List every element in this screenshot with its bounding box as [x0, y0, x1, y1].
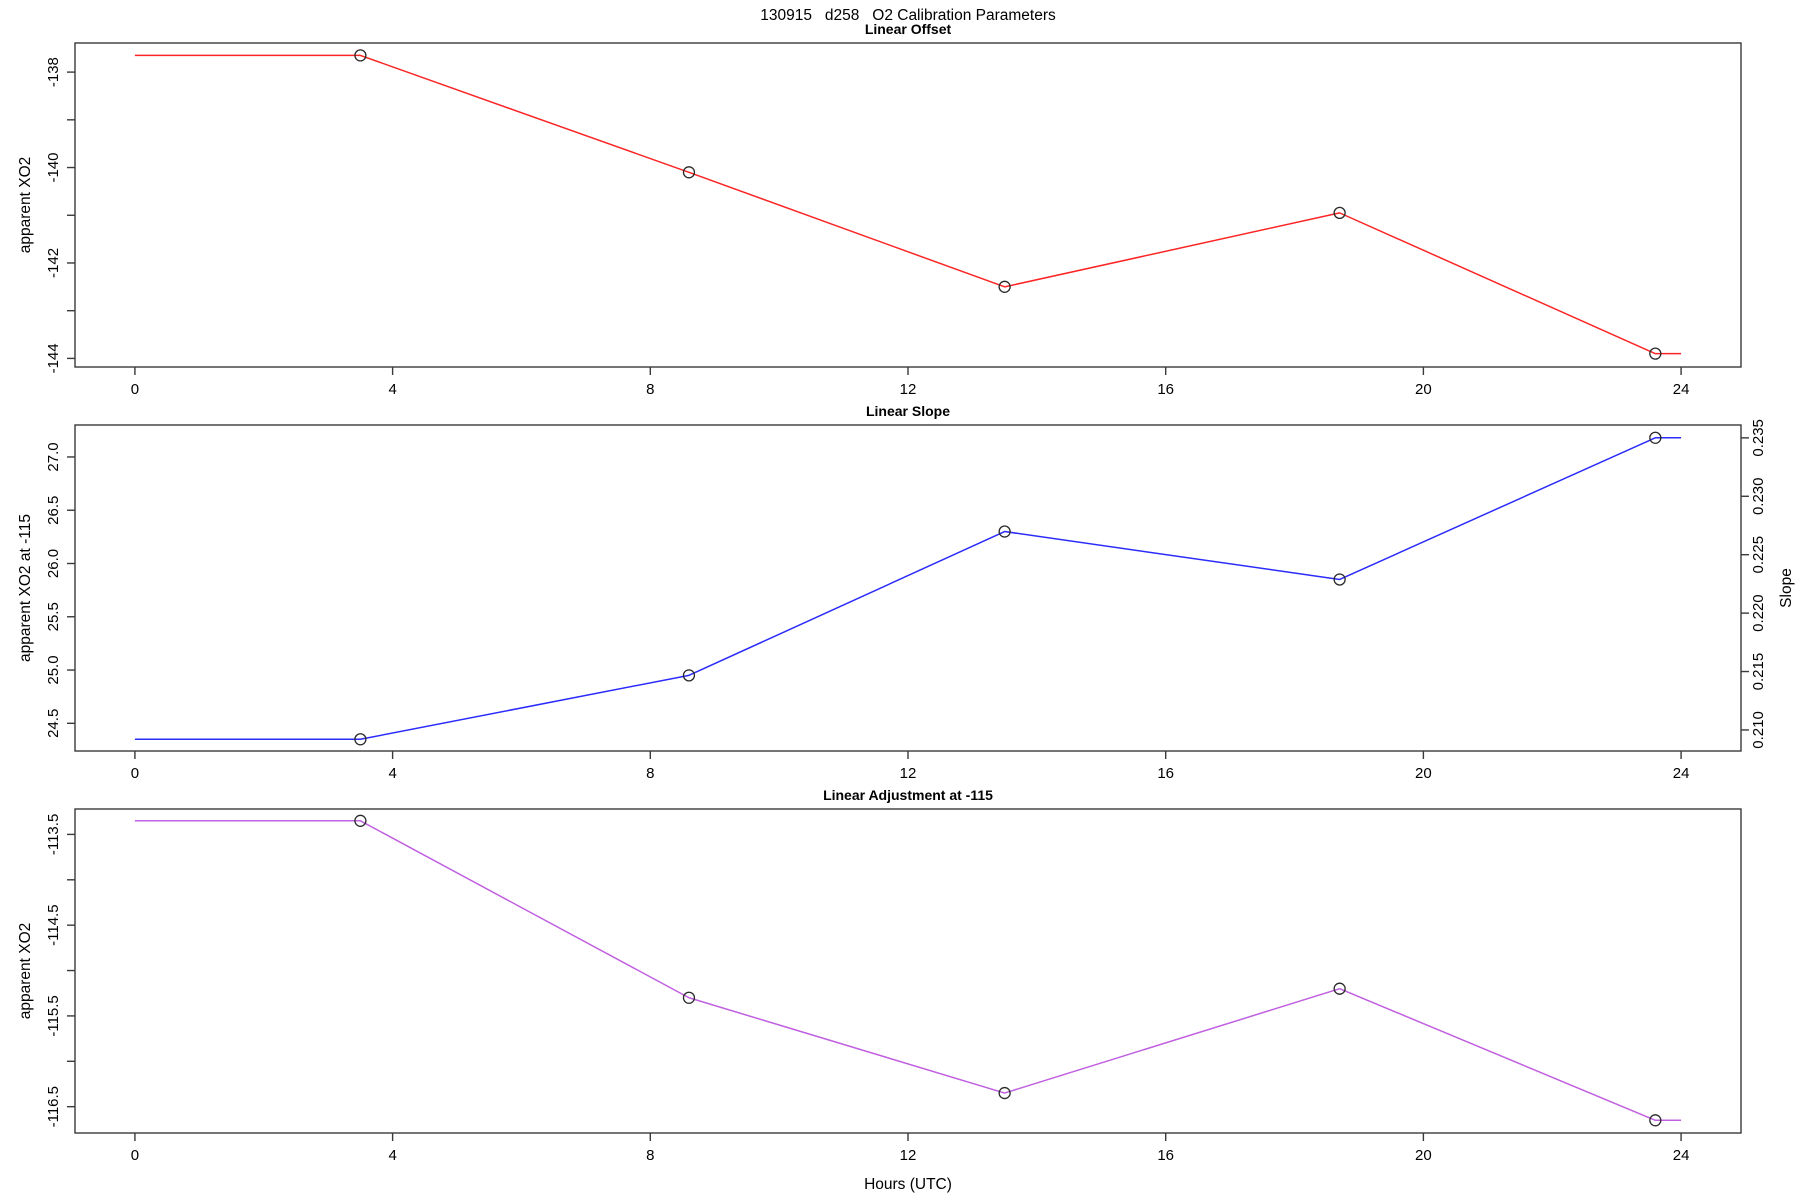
panel-frame — [74, 808, 1742, 1134]
x-axis-tick-label: 8 — [646, 1147, 654, 1164]
data-point-marker — [354, 814, 367, 827]
series-line — [134, 820, 1682, 1122]
x-axis-title: Hours (UTC) — [864, 1176, 952, 1193]
x-axis-tick-label: 24 — [1673, 765, 1690, 782]
x-axis-tick-label: 16 — [1157, 1147, 1174, 1164]
right-axis-tick-label: 0.225 — [1750, 536, 1767, 574]
data-point-marker — [1333, 573, 1346, 586]
series-line — [134, 437, 1682, 741]
y-axis-tick-label: -113.5 — [45, 814, 62, 855]
data-point-marker — [682, 166, 696, 179]
x-axis-tick-label: 24 — [1673, 1147, 1690, 1164]
panel-linear-offset: 0 4 8 12 16 20 24 -138 -140 -142 -144 apparent XO2 L… — [17, 21, 1742, 398]
x-axis-tick-label: 4 — [388, 1147, 396, 1164]
y-axis-tick-label: -138 — [45, 57, 62, 87]
x-axis-tick-label: 8 — [646, 381, 654, 398]
data-point-marker — [998, 280, 1011, 293]
x-axis-tick-label: 4 — [388, 765, 396, 782]
x-axis-tick-label: 0 — [131, 1147, 139, 1164]
x-axis-tick-label: 0 — [131, 381, 139, 398]
x-axis-tick-label: 16 — [1157, 765, 1174, 782]
data-point-marker — [682, 991, 696, 1004]
data-point-marker — [354, 49, 367, 62]
x-axis-tick-label: 20 — [1415, 765, 1432, 782]
x-axis-tick-label: 12 — [900, 381, 917, 398]
right-axis-tick-label: 0.230 — [1750, 478, 1767, 516]
y-axis-tick-label: 25.5 — [45, 602, 62, 631]
x-axis-tick-label: 20 — [1415, 1147, 1432, 1164]
y-axis-title: apparent XO2 — [17, 157, 34, 254]
data-point-marker — [1649, 431, 1662, 444]
panel-frame — [74, 42, 1742, 368]
y-axis-tick-label: 25.0 — [45, 655, 62, 684]
panel-title: Linear Slope — [866, 403, 950, 419]
right-axis-tick-label: 0.215 — [1750, 653, 1767, 691]
x-axis-tick-label: 20 — [1415, 381, 1432, 398]
x-axis-tick-label: 12 — [900, 765, 917, 782]
chart-panels: 0 4 8 12 16 20 24 -138 -140 -142 -144 apparent XO2 L… — [17, 21, 1795, 1164]
data-point-marker — [998, 525, 1011, 538]
right-axis-tick-label: 0.220 — [1750, 594, 1767, 632]
x-axis-tick-label: 8 — [646, 765, 654, 782]
panel-linear-slope: 0 4 8 12 16 20 24 24.5 25.0 25.5 26.0 26.5 27.0 appar… — [17, 403, 1795, 782]
panel-frame — [74, 424, 1742, 752]
y-axis-tick-label: -114.5 — [45, 904, 62, 945]
series-line — [134, 54, 1682, 355]
y-axis-tick-label: 27.0 — [45, 442, 62, 471]
y-axis-tick-label: -142 — [45, 248, 62, 278]
panel-title: Linear Adjustment at -115 — [823, 787, 993, 803]
data-point-marker — [354, 733, 367, 746]
y-axis-tick-label: 26.0 — [45, 549, 62, 578]
panel-title: Linear Offset — [865, 21, 952, 37]
data-point-marker — [1649, 1114, 1662, 1127]
y-axis-title: apparent XO2 — [17, 923, 34, 1020]
figure-title: 130915 d258 O2 Calibration Parameters — [760, 7, 1056, 24]
data-point-marker — [1333, 982, 1346, 995]
y-axis-tick-label: -140 — [45, 153, 62, 183]
y-axis-title: apparent XO2 at -115 — [17, 514, 34, 662]
x-axis-tick-label: 4 — [388, 381, 396, 398]
right-axis-tick-label: 0.210 — [1750, 711, 1767, 749]
y-axis-tick-label: -144 — [45, 343, 62, 373]
y-axis-tick-label: 24.5 — [45, 709, 62, 738]
x-axis-tick-label: 24 — [1673, 381, 1690, 398]
data-point-marker — [1649, 347, 1662, 360]
y-axis-tick-label: -116.5 — [45, 1086, 62, 1127]
y-axis-tick-label: -115.5 — [45, 995, 62, 1036]
panel-linear-adjustment-at-115: 0 4 8 12 16 20 24 -113.5 -114.5 -115.5 -116.5 appar… — [17, 787, 1742, 1164]
data-point-marker — [682, 669, 696, 682]
data-point-marker — [998, 1086, 1011, 1100]
data-point-marker — [1333, 206, 1346, 220]
right-axis-title: Slope — [1778, 568, 1795, 608]
x-axis-tick-label: 12 — [900, 1147, 917, 1164]
right-axis-tick-label: 0.235 — [1750, 419, 1767, 457]
x-axis-tick-label: 16 — [1157, 381, 1174, 398]
x-axis-tick-label: 0 — [131, 765, 139, 782]
y-axis-tick-label: 26.5 — [45, 496, 62, 525]
